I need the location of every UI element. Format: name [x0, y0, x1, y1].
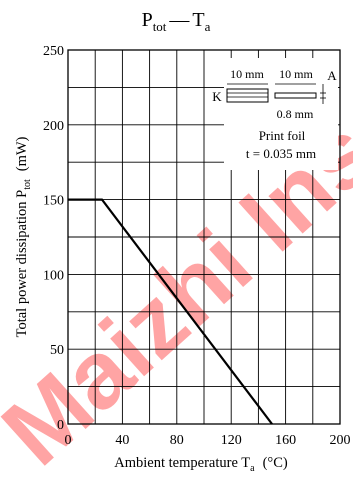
- title-var-sub: a: [205, 19, 211, 34]
- dim-gap-label: 0.8 mm: [277, 107, 314, 121]
- x-tick-label: 120: [221, 433, 242, 448]
- y-tick-label: 100: [43, 268, 64, 283]
- dim-right-label: 10 mm: [279, 67, 313, 81]
- x-tick-label: 80: [170, 433, 184, 448]
- chart-title: Ptot — Ta: [142, 9, 211, 34]
- y-tick-label: 50: [50, 343, 64, 358]
- y-axis-label: Total power dissipation Ptot (mW): [14, 136, 33, 337]
- tick-labels: 0 40 80 120 160 200 0 50 100 150 200 250: [43, 44, 351, 448]
- note-line-2: t = 0.035 mm: [246, 146, 316, 161]
- label-k: K: [212, 89, 222, 104]
- y-axis-label-text: Total power dissipation P: [14, 190, 30, 338]
- y-tick-label: 0: [57, 418, 64, 433]
- y-axis-label-sub: tot: [22, 179, 33, 190]
- plot-frame: [67, 49, 341, 425]
- note-line-1: Print foil: [259, 128, 306, 143]
- y-tick-label: 250: [43, 44, 64, 59]
- y-axis-label-unit: (mW): [14, 136, 30, 171]
- x-axis-label-text: Ambient temperature T: [114, 455, 250, 471]
- title-main-sub: tot: [153, 19, 167, 34]
- title-dash: —: [168, 9, 190, 31]
- dim-left-label: 10 mm: [230, 67, 264, 81]
- x-tick-label: 40: [115, 433, 129, 448]
- series-line: [68, 198, 273, 425]
- title-var: T: [192, 9, 204, 31]
- x-tick-label: 0: [65, 433, 72, 448]
- y-tick-label: 200: [43, 119, 64, 134]
- foil-right: [274, 92, 317, 99]
- y-tick-label: 150: [43, 194, 64, 209]
- x-tick-label: 160: [275, 433, 296, 448]
- foil-inset: 10 mm 10 mm K A 0.8 mm Print foil t = 0.…: [212, 58, 338, 170]
- title-main: P: [142, 9, 153, 31]
- inset-background: [224, 58, 338, 170]
- x-axis-label: Ambient temperature Ta (°C): [114, 455, 288, 474]
- series: [68, 198, 273, 425]
- x-tick-label: 200: [330, 433, 351, 448]
- svg-text:Ptot—Ta: Ptot — Ta: [142, 9, 211, 34]
- foil-left: [226, 88, 269, 103]
- x-axis-label-unit: (°C): [263, 455, 288, 471]
- label-a: A: [327, 68, 337, 83]
- x-axis-label-sub: a: [250, 463, 255, 474]
